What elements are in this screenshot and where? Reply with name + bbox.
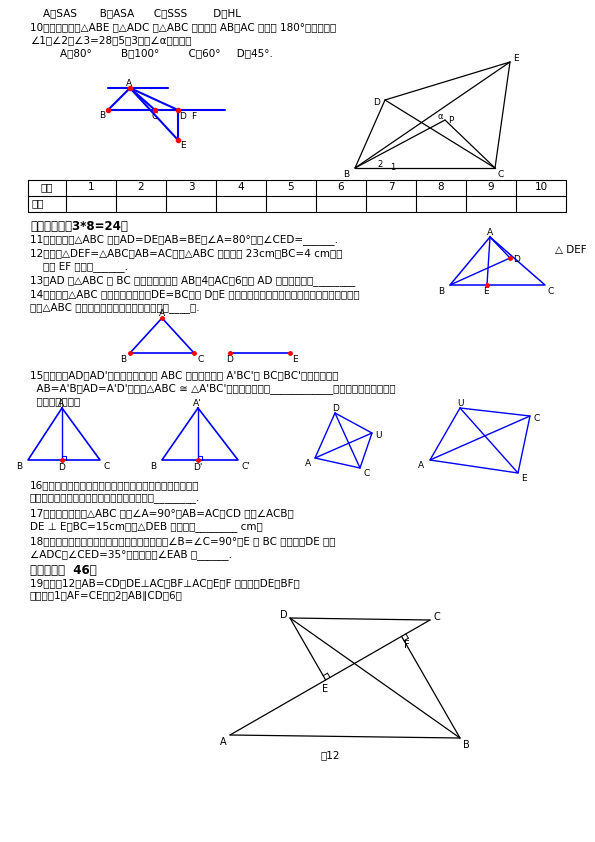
Text: 中的 EF 边等于______.: 中的 EF 边等于______.	[30, 261, 128, 272]
Text: 题号: 题号	[40, 182, 53, 192]
Text: A': A'	[193, 399, 202, 408]
Text: F: F	[403, 641, 409, 650]
Text: 5: 5	[288, 182, 295, 192]
Text: E: E	[322, 684, 328, 694]
Text: C: C	[152, 112, 158, 121]
Text: E: E	[180, 141, 186, 150]
Text: 图12: 图12	[320, 750, 340, 760]
Text: C': C'	[241, 462, 250, 471]
Text: 9: 9	[488, 182, 494, 192]
Text: A: A	[305, 459, 311, 468]
Text: B: B	[438, 287, 444, 296]
Text: 2: 2	[137, 182, 145, 192]
Text: E: E	[292, 355, 298, 364]
Text: 16．如果两个三角形的两条边和其中一条边的高对应相等，: 16．如果两个三角形的两条边和其中一条边的高对应相等，	[30, 480, 199, 490]
Text: D: D	[332, 404, 339, 413]
Text: 1: 1	[87, 182, 95, 192]
Text: B: B	[120, 355, 126, 364]
Text: A: A	[58, 399, 64, 408]
Text: 6: 6	[338, 182, 345, 192]
Text: A．SAS       B．ASA      C．SSS        D．HL: A．SAS B．ASA C．SSS D．HL	[30, 8, 241, 18]
Text: 10: 10	[534, 182, 547, 192]
Text: 19．如图12，AB=CD，DE⊥AC，BF⊥AC，E，F 是垂足，DE＝BF．: 19．如图12，AB=CD，DE⊥AC，BF⊥AC，E，F 是垂足，DE＝BF．	[30, 578, 300, 588]
Text: C: C	[103, 462, 109, 471]
Text: A: A	[126, 79, 132, 88]
Text: 8: 8	[438, 182, 444, 192]
Text: 17．如图，已知在△ABC 中，∠A=90°，AB=AC，CD 平分∠ACB，: 17．如图，已知在△ABC 中，∠A=90°，AB=AC，CD 平分∠ACB，	[30, 508, 294, 518]
Text: 11．如图，在△ABC 中，AD=DE，AB=BE，∠A=80°，则∠CED=______.: 11．如图，在△ABC 中，AD=DE，AB=BE，∠A=80°，则∠CED=_…	[30, 234, 338, 245]
Text: 1: 1	[390, 163, 395, 172]
Text: D: D	[58, 463, 65, 472]
Text: 4: 4	[237, 182, 245, 192]
Text: C: C	[433, 612, 440, 622]
Text: 那么这两个三角形的第三边所对的角的关系是________.: 那么这两个三角形的第三边所对的角的关系是________.	[30, 493, 201, 503]
Text: 求证：（1）AF=CE；（2）AB∥CD．6分: 求证：（1）AF=CE；（2）AB∥CD．6分	[30, 591, 183, 601]
Text: 答案: 答案	[32, 198, 45, 208]
Text: B: B	[99, 111, 105, 120]
Text: D: D	[373, 98, 380, 107]
Text: 13．AD 是△ABC 中 BC 边上的中线，若 AB＝4，AC＝6，则 AD 的取值范围是________: 13．AD 是△ABC 中 BC 边上的中线，若 AB＝4，AC＝6，则 AD …	[30, 275, 355, 286]
Text: A: A	[220, 737, 227, 747]
Text: U: U	[375, 431, 381, 440]
Text: E: E	[513, 54, 519, 63]
Text: DE ⊥ E，BC=15cm，则△DEB 的周长为________ cm．: DE ⊥ E，BC=15cm，则△DEB 的周长为________ cm．	[30, 521, 263, 532]
Text: 15．如图，AD，AD'分别是锐角三角形 ABC 和锐角三角形 A'BC'中 BC，BC'边上的高，且: 15．如图，AD，AD'分别是锐角三角形 ABC 和锐角三角形 A'BC'中 B…	[30, 370, 339, 380]
Text: D: D	[226, 355, 233, 364]
Text: U: U	[457, 399, 464, 408]
Text: 7: 7	[388, 182, 394, 192]
Text: 当的条件即可）: 当的条件即可）	[30, 396, 80, 406]
Text: D: D	[179, 112, 186, 121]
Text: E: E	[483, 287, 488, 296]
Text: 14．如图，△ABC 是不等边三角形，DE=BC，以 D，E 为两个顶点作位置不同的三角形，使所作的三角: 14．如图，△ABC 是不等边三角形，DE=BC，以 D，E 为两个顶点作位置不…	[30, 289, 359, 299]
Text: A: A	[418, 461, 424, 470]
Text: A．80°         B．100°         C．60°     D．45°.: A．80° B．100° C．60° D．45°.	[60, 48, 273, 58]
Text: E: E	[521, 474, 527, 483]
Text: A: A	[487, 228, 493, 237]
Text: B: B	[150, 462, 156, 471]
Text: B: B	[463, 740, 469, 750]
Text: 3: 3	[187, 182, 195, 192]
Text: D': D'	[193, 463, 202, 472]
Text: 形与△ABC 全等，这样的三角形最多可以画出____个.: 形与△ABC 全等，这样的三角形最多可以画出____个.	[30, 302, 200, 313]
Text: 18．在数学活动课上，小明提出这样一个问题：∠B=∠C=90°，E 是 BC 的中点，DE 平分: 18．在数学活动课上，小明提出这样一个问题：∠B=∠C=90°，E 是 BC 的…	[30, 536, 336, 546]
Text: C: C	[533, 414, 539, 423]
Text: P: P	[448, 116, 453, 125]
Text: C: C	[363, 469, 369, 478]
Text: 12．已知△DEF=△ABC，AB=AC，且△ABC 的周长为 23cm，BC=4 cm，则: 12．已知△DEF=△ABC，AB=AC，且△ABC 的周长为 23cm，BC=…	[30, 248, 343, 258]
Text: AB=A'B，AD=A'D'，若使△ABC ≅ △A'BC'，请你补充条件____________．（填写一个你认为适: AB=A'B，AD=A'D'，若使△ABC ≅ △A'BC'，请你补充条件___…	[30, 383, 396, 394]
Text: ∠1：∠2：∠3=28：5：3，则∠α的度数为: ∠1：∠2：∠3=28：5：3，则∠α的度数为	[30, 35, 192, 45]
Text: F: F	[191, 112, 196, 121]
Text: △ DEF: △ DEF	[555, 245, 587, 255]
Text: 三、解答题  46分: 三、解答题 46分	[30, 564, 97, 577]
Text: D: D	[280, 610, 287, 620]
Text: α: α	[437, 112, 443, 121]
Text: C: C	[197, 355, 203, 364]
Text: ∠ADC，∠CED=35°，如图，则∠EAB 是______.: ∠ADC，∠CED=35°，如图，则∠EAB 是______.	[30, 549, 232, 560]
Text: D: D	[513, 255, 520, 264]
Text: 二、填空题（3*8=24）: 二、填空题（3*8=24）	[30, 220, 128, 233]
Text: C: C	[548, 287, 555, 296]
Text: A: A	[159, 309, 165, 318]
Text: 2: 2	[377, 160, 382, 169]
Text: B: B	[16, 462, 22, 471]
Text: C: C	[498, 170, 504, 179]
Text: B: B	[343, 170, 349, 179]
Text: 10．如图所示，△ABE 和△ADC 是△ABC 分别沿着 AB，AC 边翻折 180°形成的，若: 10．如图所示，△ABE 和△ADC 是△ABC 分别沿着 AB，AC 边翻折 …	[30, 22, 336, 32]
